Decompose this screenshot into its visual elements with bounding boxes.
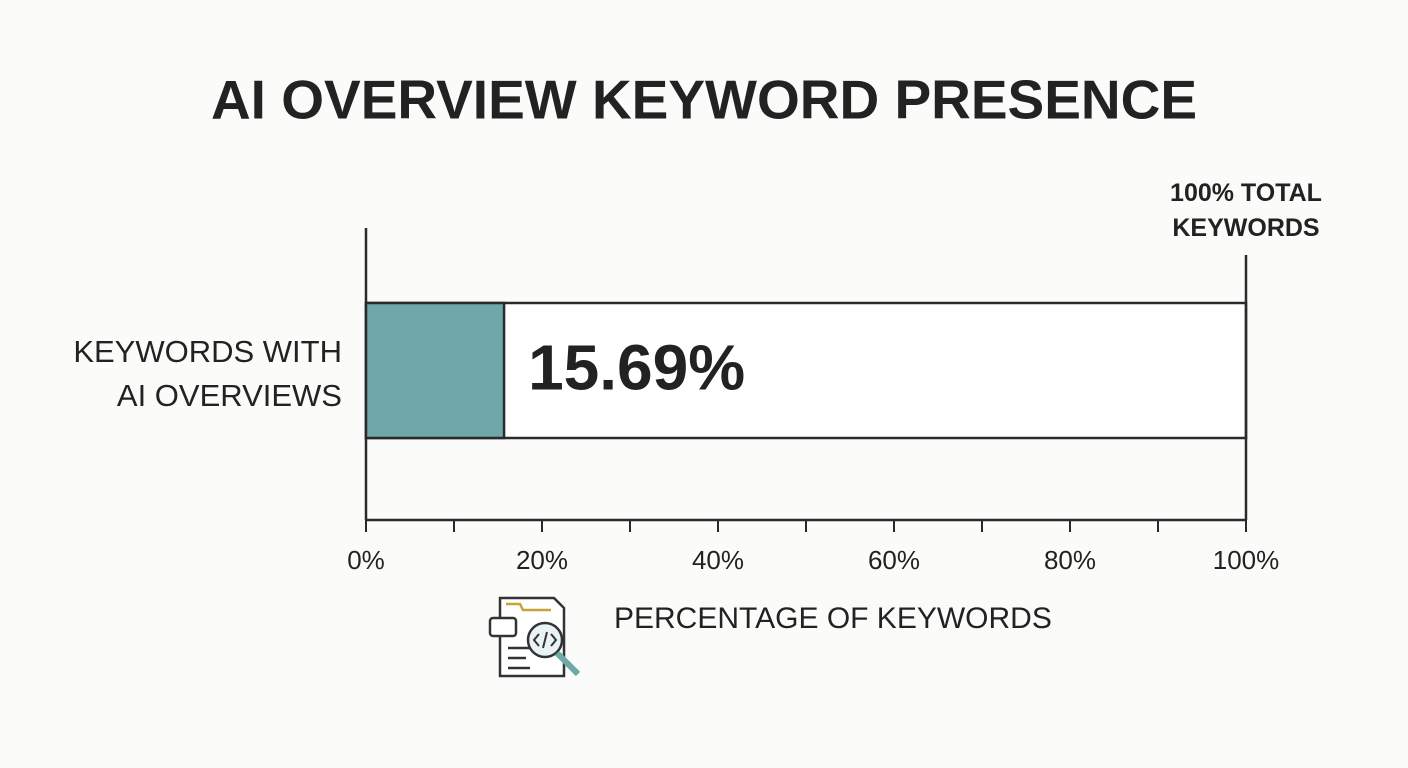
x-tick-label: 20% — [516, 545, 568, 575]
value-label: 15.69% — [528, 331, 745, 403]
chart-title: AI OVERVIEW KEYWORD PRESENCE — [211, 69, 1197, 131]
category-label: KEYWORDS WITH AI OVERVIEWS — [73, 334, 342, 413]
x-tick-label: 40% — [692, 545, 744, 575]
x-tick-label: 60% — [868, 545, 920, 575]
x-tick-label: 80% — [1044, 545, 1096, 575]
bar — [364, 301, 506, 440]
bar-track — [364, 301, 1248, 440]
x-tick-label: 100% — [1213, 545, 1280, 575]
icon — [488, 596, 581, 678]
annotation: 100% TOTAL KEYWORDS — [1170, 179, 1322, 242]
x-tick-label: 0% — [347, 545, 385, 575]
x-axis-label: PERCENTAGE OF KEYWORDS — [614, 602, 1052, 635]
